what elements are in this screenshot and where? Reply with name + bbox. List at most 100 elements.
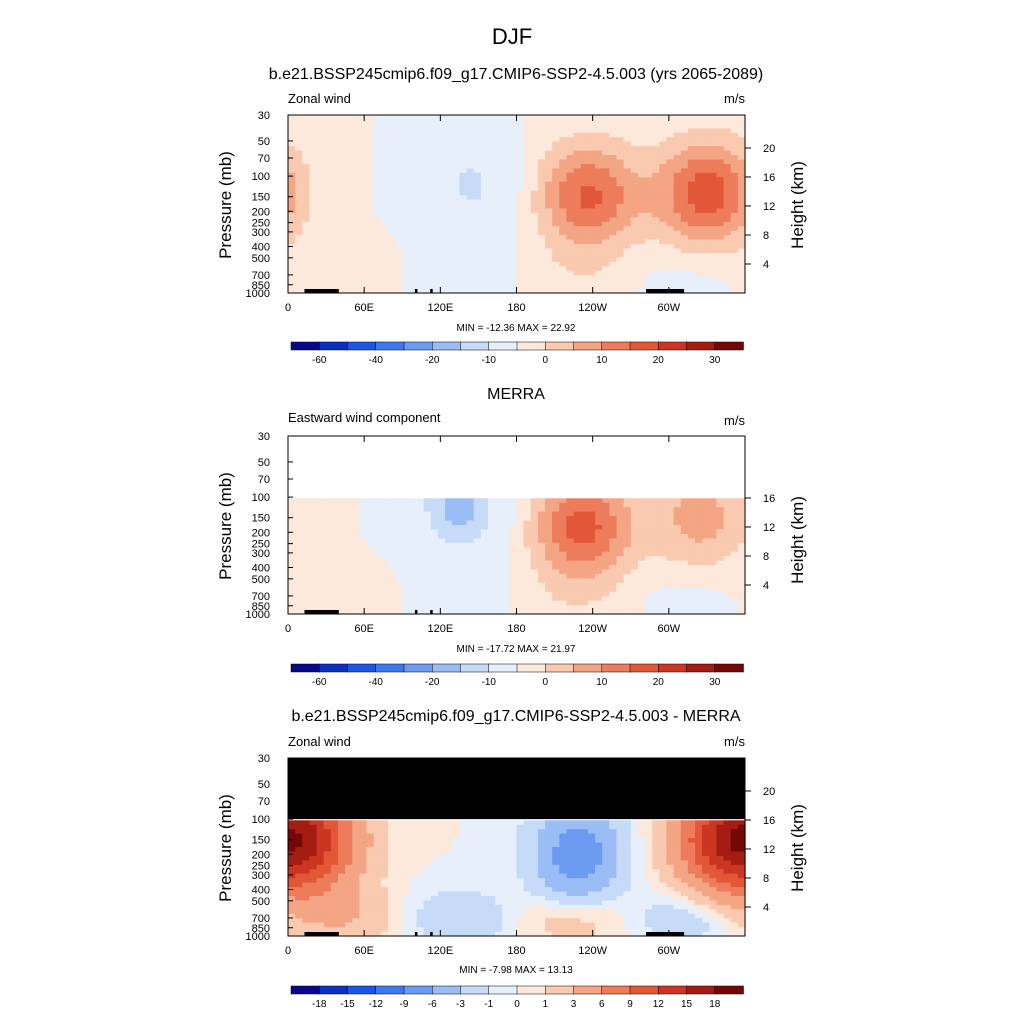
- heat-cell: [395, 547, 403, 552]
- heat-cell: [588, 240, 596, 245]
- heat-cell: [631, 244, 639, 249]
- heat-cell: [638, 547, 646, 552]
- heat-cell: [652, 182, 660, 187]
- heat-cell: [602, 284, 610, 289]
- heat-cell: [595, 182, 603, 187]
- heat-cell: [402, 914, 410, 919]
- heat-cell: [524, 512, 532, 517]
- heat-cell: [638, 235, 646, 240]
- heat-cell: [388, 883, 396, 888]
- heat-cell: [724, 164, 732, 169]
- heat-cell: [509, 271, 517, 276]
- heat-cell: [395, 534, 403, 539]
- heat-cell: [352, 918, 360, 923]
- heat-cell: [524, 266, 532, 271]
- heat-cell: [616, 231, 624, 236]
- heat-cell: [524, 244, 532, 249]
- heat-cell: [724, 217, 732, 222]
- heat-cell: [388, 208, 396, 213]
- heat-cell: [738, 249, 746, 254]
- heat-cell: [531, 235, 539, 240]
- heat-cell: [438, 512, 446, 517]
- heat-cell: [517, 601, 525, 606]
- heat-cell: [709, 521, 717, 526]
- heat-cell: [517, 217, 525, 222]
- heat-cell: [588, 561, 596, 566]
- heat-cell: [609, 529, 617, 534]
- heat-cell: [367, 525, 375, 530]
- heat-cell: [631, 529, 639, 534]
- heat-cell: [395, 275, 403, 280]
- heat-cell: [545, 503, 553, 508]
- heat-cell: [709, 208, 717, 213]
- heat-cell: [588, 151, 596, 156]
- heat-cell: [352, 874, 360, 879]
- heat-cell: [495, 266, 503, 271]
- heat-cell: [517, 128, 525, 133]
- heat-cell: [374, 208, 382, 213]
- heat-cell: [666, 587, 674, 592]
- heat-cell: [602, 128, 610, 133]
- heat-cell: [352, 266, 360, 271]
- heat-cell: [724, 124, 732, 129]
- heat-cell: [459, 561, 467, 566]
- heat-cell: [566, 275, 574, 280]
- heat-cell: [388, 552, 396, 557]
- heat-cell: [388, 829, 396, 834]
- heat-cell: [431, 115, 439, 120]
- heat-cell: [345, 226, 353, 231]
- heat-cell: [588, 262, 596, 267]
- heat-cell: [738, 191, 746, 196]
- heat-cell: [517, 160, 525, 165]
- heat-cell: [731, 137, 739, 142]
- heat-cell: [716, 173, 724, 178]
- heat-cell: [374, 160, 382, 165]
- heat-cell: [288, 896, 296, 901]
- heat-cell: [452, 177, 460, 182]
- heat-cell: [631, 160, 639, 165]
- heat-cell: [388, 592, 396, 597]
- heat-cell: [588, 565, 596, 570]
- heat-cell: [688, 503, 696, 508]
- heat-cell: [602, 516, 610, 521]
- heat-cell: [302, 168, 310, 173]
- heat-cell: [495, 119, 503, 124]
- heat-cell: [495, 538, 503, 543]
- heat-cell: [402, 226, 410, 231]
- heat-cell: [488, 538, 496, 543]
- heat-cell: [724, 578, 732, 583]
- heat-cell: [452, 565, 460, 570]
- heat-cell: [681, 561, 689, 566]
- heat-cell: [381, 565, 389, 570]
- heat-cell: [445, 119, 453, 124]
- heat-cell: [674, 115, 682, 120]
- heat-cell: [302, 538, 310, 543]
- heat-cell: [545, 498, 553, 503]
- heat-cell: [424, 534, 432, 539]
- heat-cell: [695, 578, 703, 583]
- heat-cell: [538, 244, 546, 249]
- heat-cell: [452, 146, 460, 151]
- heat-cell: [659, 146, 667, 151]
- heat-cell: [552, 186, 560, 191]
- heat-cell: [581, 115, 589, 120]
- heat-cell: [559, 503, 567, 508]
- heat-cell: [367, 601, 375, 606]
- heat-cell: [438, 596, 446, 601]
- heat-cell: [545, 133, 553, 138]
- heat-cell: [317, 869, 325, 874]
- colorbar-swatch: [291, 342, 320, 350]
- heat-cell: [374, 829, 382, 834]
- heat-cell: [352, 574, 360, 579]
- heat-cell: [481, 538, 489, 543]
- heat-cell: [581, 525, 589, 530]
- heat-cell: [295, 142, 303, 147]
- heat-cell: [595, 249, 603, 254]
- heat-cell: [309, 195, 317, 200]
- heat-cell: [417, 574, 425, 579]
- heat-cell: [424, 195, 432, 200]
- heat-cell: [367, 878, 375, 883]
- heat-cell: [467, 543, 475, 548]
- heat-cell: [702, 146, 710, 151]
- heat-cell: [588, 503, 596, 508]
